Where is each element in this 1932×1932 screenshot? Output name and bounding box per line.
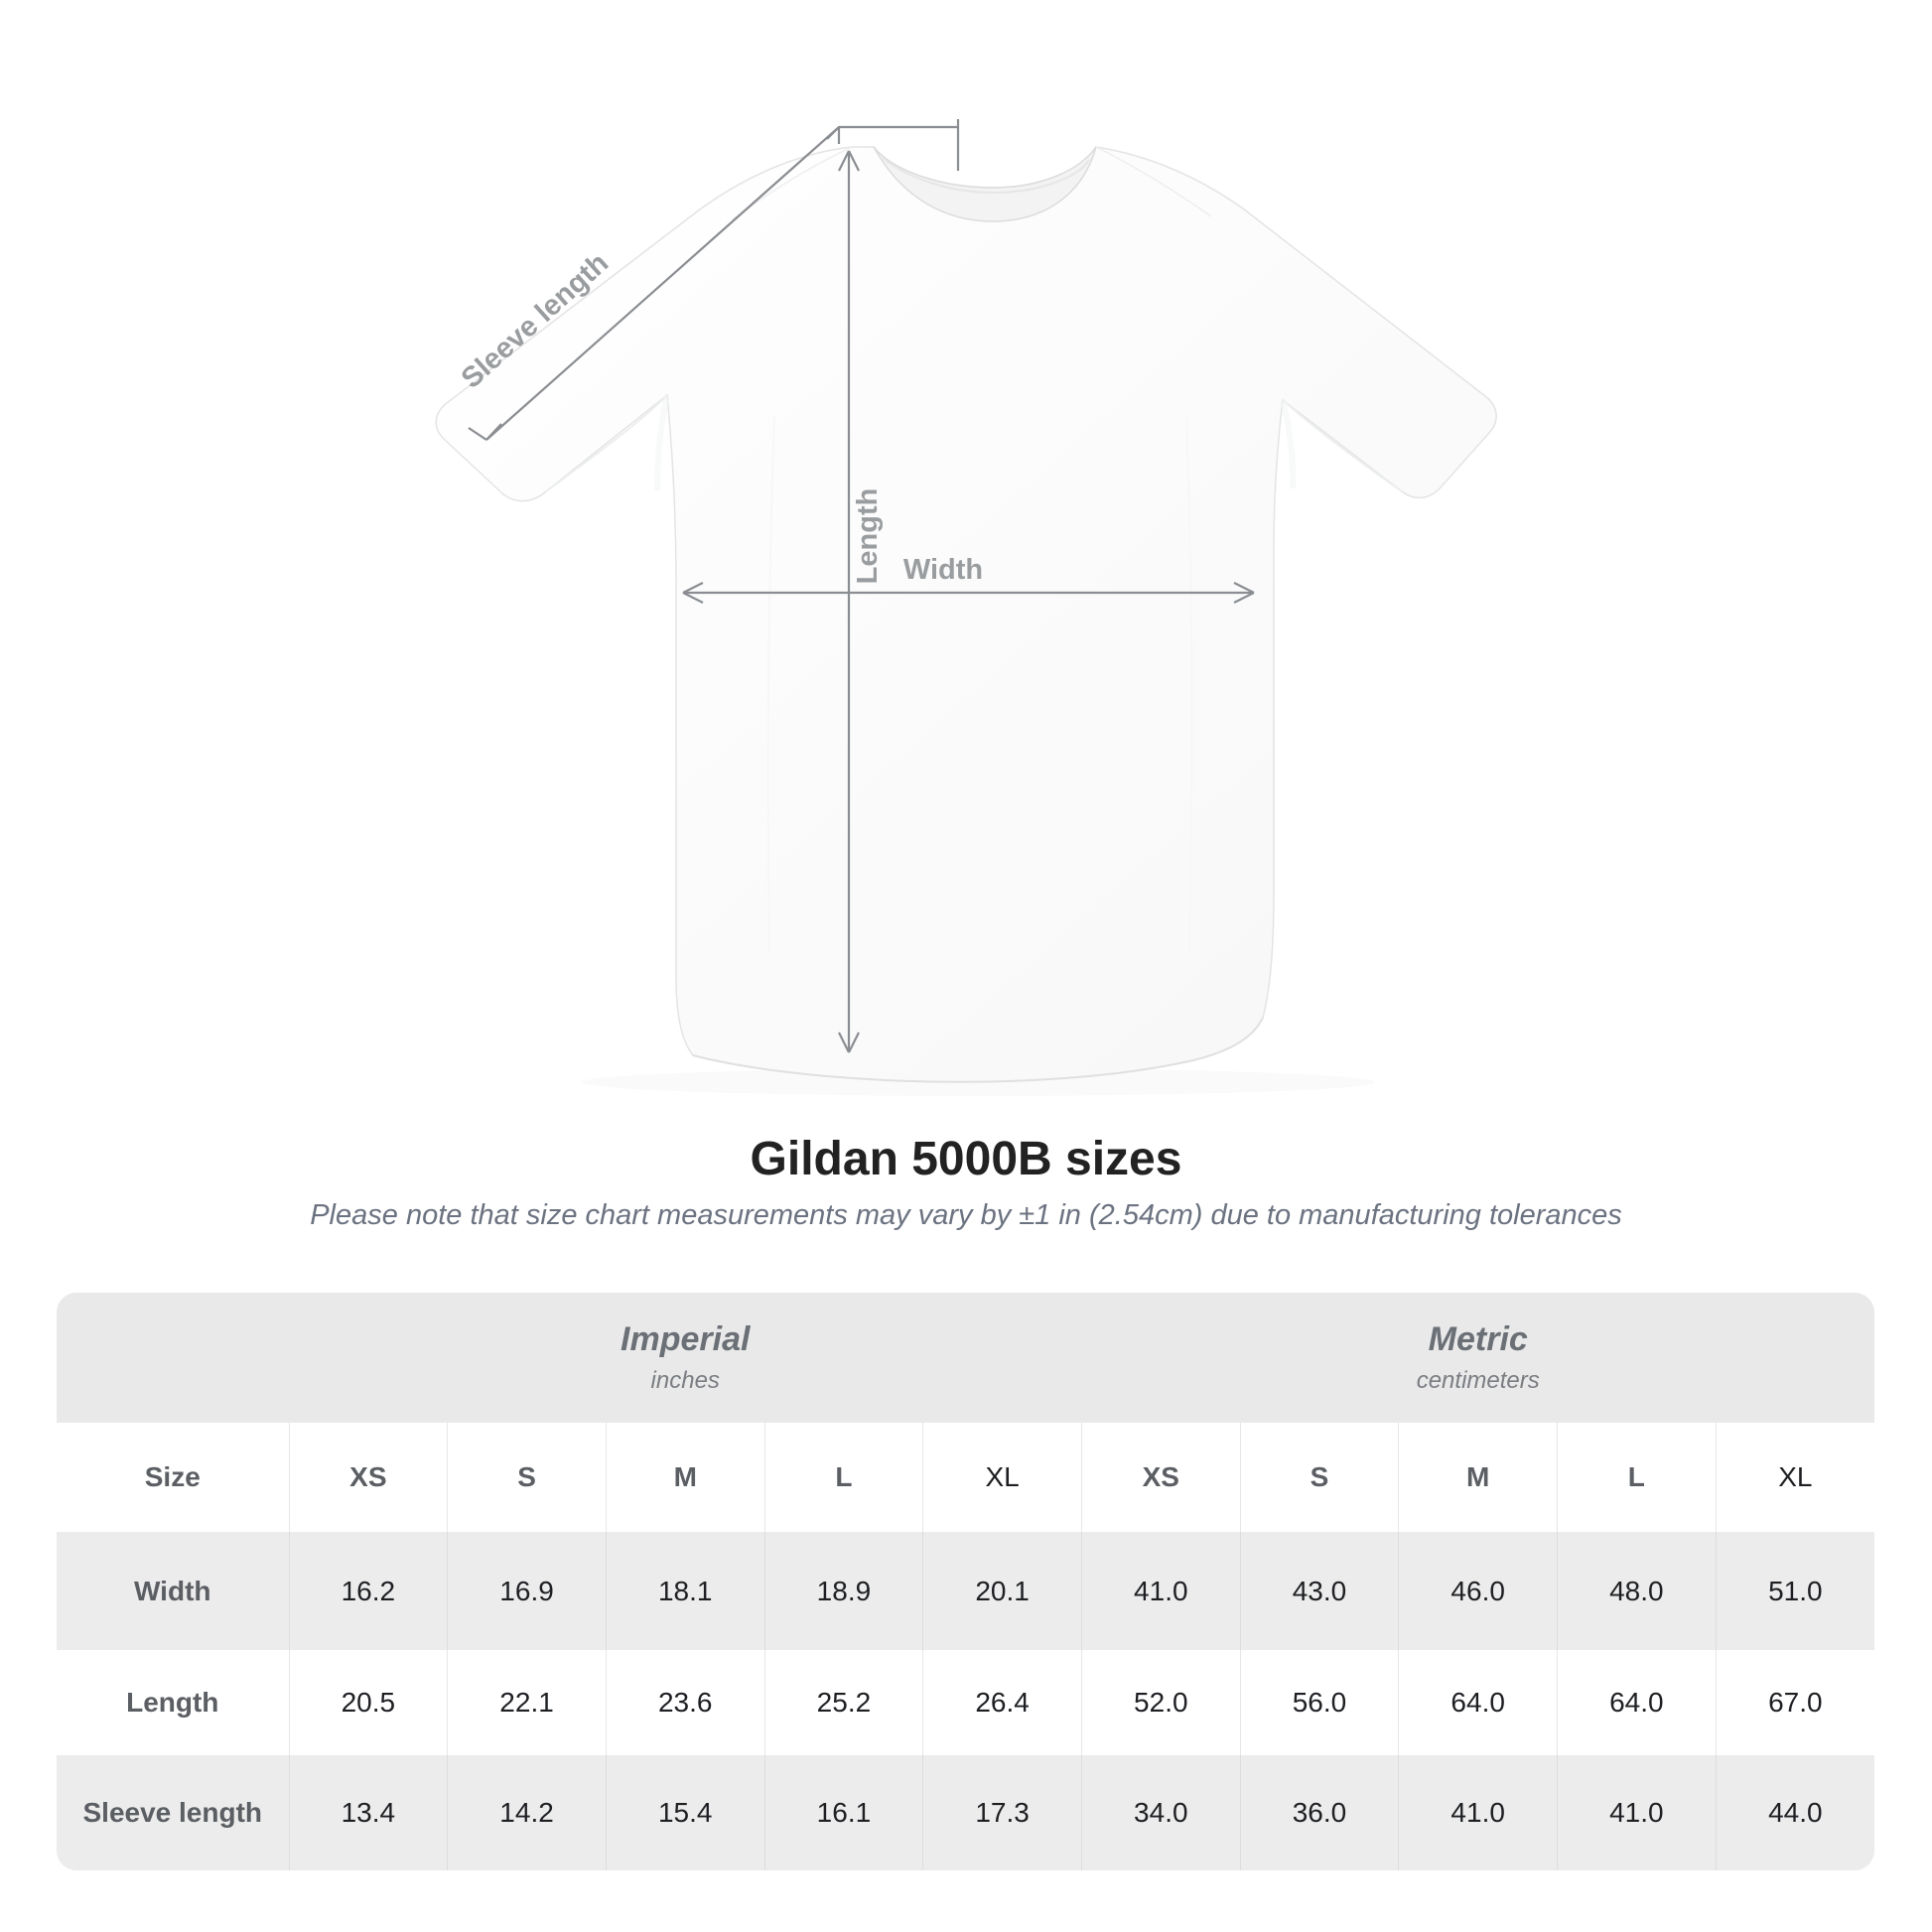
svg-text:Sleeve length: Sleeve length: [456, 247, 615, 395]
svg-text:Width: Width: [903, 554, 983, 586]
svg-text:Length: Length: [852, 488, 884, 585]
